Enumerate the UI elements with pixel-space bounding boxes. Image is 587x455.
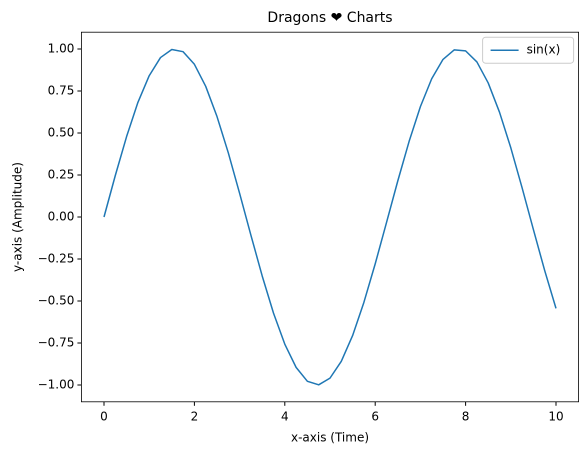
- x-tick-label: 8: [462, 409, 470, 423]
- y-tick-label: 0.25: [48, 168, 75, 182]
- legend-box: [482, 36, 575, 64]
- y-tick-label: −0.75: [38, 336, 75, 350]
- y-tick-label: 0.75: [48, 84, 75, 98]
- y-tick-label: 1.00: [48, 42, 75, 56]
- x-tick-label: 2: [191, 409, 199, 423]
- x-tick-label: 6: [371, 409, 379, 423]
- x-axis-label: x-axis (Time): [291, 431, 369, 445]
- y-axis-label: y-axis (Amplitude): [11, 162, 25, 272]
- x-tick-label: 0: [100, 409, 108, 423]
- axes-frame: [81, 31, 580, 403]
- y-tick-label: −1.00: [38, 378, 75, 392]
- legend-label: sin(x): [527, 43, 561, 57]
- y-tick-label: 0.50: [48, 126, 75, 140]
- chart-title: Dragons ❤ Charts: [267, 10, 392, 26]
- y-tick-label: −0.50: [38, 294, 75, 308]
- x-tick-label: 10: [548, 409, 563, 423]
- series-line: [103, 48, 557, 386]
- y-tick-label: 0.00: [48, 210, 75, 224]
- x-tick-label: 4: [281, 409, 289, 423]
- y-tick-label: −0.25: [38, 252, 75, 266]
